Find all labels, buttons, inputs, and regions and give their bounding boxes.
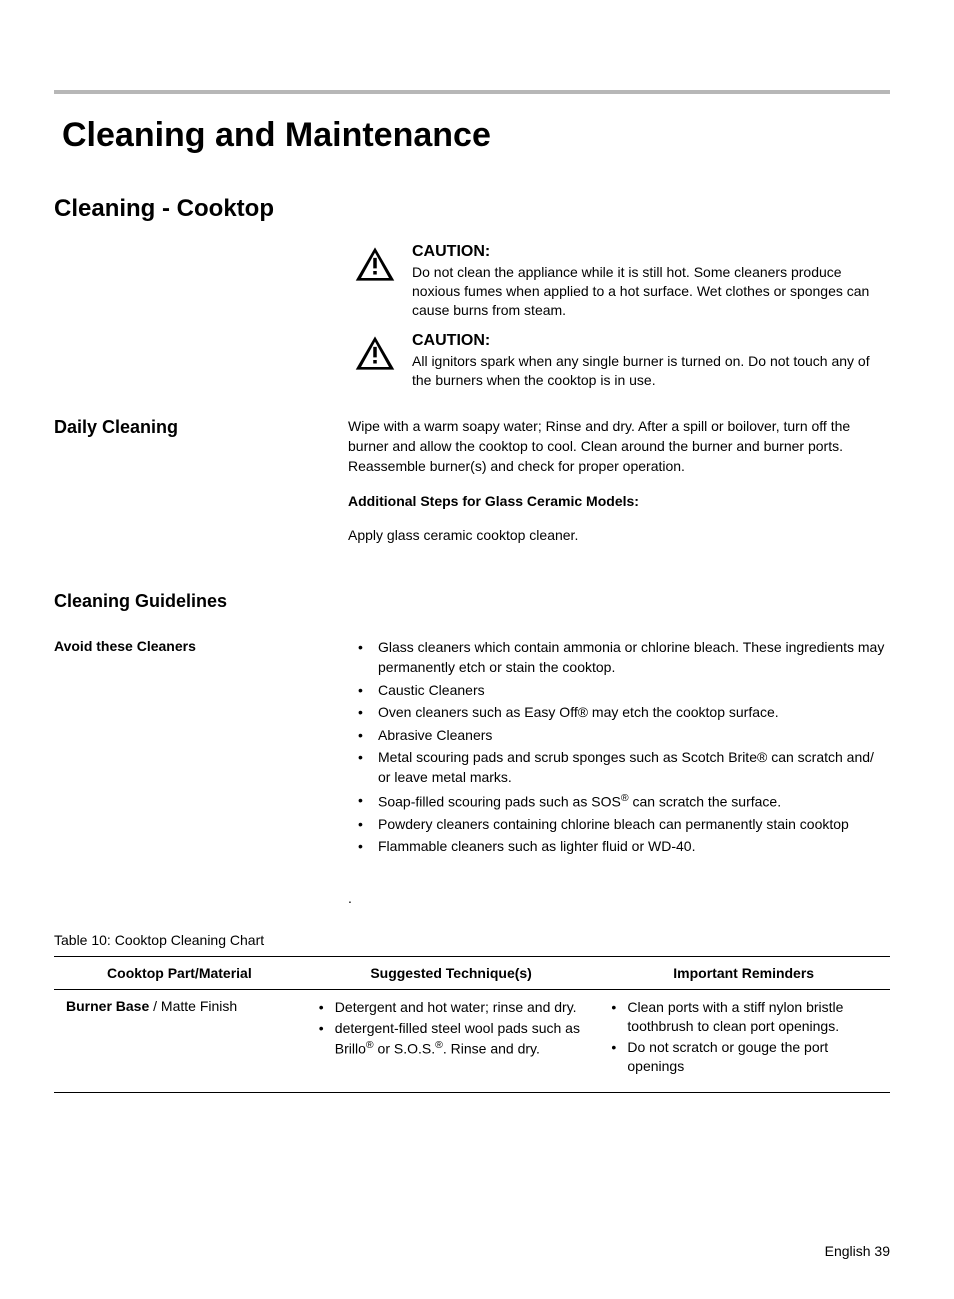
daily-cleaning-body: Wipe with a warm soapy water; Rinse and … — [348, 417, 890, 476]
avoid-item: Soap-filled scouring pads such as SOS® c… — [348, 791, 890, 812]
caution-label: CAUTION: — [412, 332, 890, 350]
avoid-item: Powdery cleaners containing chlorine ble… — [348, 815, 890, 835]
warning-icon — [354, 334, 396, 377]
avoid-item: Metal scouring pads and scrub sponges su… — [348, 748, 890, 787]
reminder-item: Clean ports with a stiff nylon bristle t… — [609, 998, 878, 1036]
caution-text: All ignitors spark when any single burne… — [412, 352, 890, 390]
avoid-item: Glass cleaners which contain ammonia or … — [348, 638, 890, 677]
avoid-item: Flammable cleaners such as lighter fluid… — [348, 837, 890, 857]
caution-label: CAUTION: — [412, 243, 890, 261]
reminder-cell: Clean ports with a stiff nylon bristle t… — [597, 990, 890, 1093]
avoid-item: Oven cleaners such as Easy Off® may etch… — [348, 703, 890, 723]
caution-block: CAUTION: All ignitors spark when any sin… — [354, 332, 890, 390]
page-footer: English 39 — [54, 1243, 890, 1259]
technique-cell: Detergent and hot water; rinse and dry. d… — [305, 990, 598, 1093]
avoid-item: Abrasive Cleaners — [348, 726, 890, 746]
avoid-item: Caustic Cleaners — [348, 681, 890, 701]
material-cell: Burner Base / Matte Finish — [54, 990, 305, 1093]
caution-text: Do not clean the appliance while it is s… — [412, 263, 890, 320]
section-title: Cleaning - Cooktop — [54, 195, 890, 223]
guidelines-heading: Cleaning Guidelines — [54, 591, 890, 612]
stray-period: . — [348, 890, 890, 906]
avoid-cleaners-list: Glass cleaners which contain ammonia or … — [348, 638, 890, 857]
avoid-cleaners-label: Avoid these Cleaners — [54, 638, 348, 654]
table-row: Burner Base / Matte FinishDetergent and … — [54, 990, 890, 1093]
additional-steps-heading: Additional Steps for Glass Ceramic Model… — [348, 492, 890, 512]
daily-cleaning-heading: Daily Cleaning — [54, 417, 348, 438]
table-header: Suggested Technique(s) — [305, 957, 598, 990]
table-caption: Table 10: Cooktop Cleaning Chart — [54, 932, 890, 948]
cleaning-chart-table: Cooktop Part/Material Suggested Techniqu… — [54, 956, 890, 1093]
technique-item: Detergent and hot water; rinse and dry. — [317, 998, 586, 1017]
page-title: Cleaning and Maintenance — [62, 116, 890, 155]
table-header: Cooktop Part/Material — [54, 957, 305, 990]
top-rule — [54, 90, 890, 94]
warning-icon — [354, 245, 396, 288]
additional-steps-body: Apply glass ceramic cooktop cleaner. — [348, 526, 890, 546]
technique-item: detergent-filled steel wool pads such as… — [317, 1019, 586, 1058]
caution-block: CAUTION: Do not clean the appliance whil… — [354, 243, 890, 320]
table-header: Important Reminders — [597, 957, 890, 990]
reminder-item: Do not scratch or gouge the port opening… — [609, 1038, 878, 1076]
